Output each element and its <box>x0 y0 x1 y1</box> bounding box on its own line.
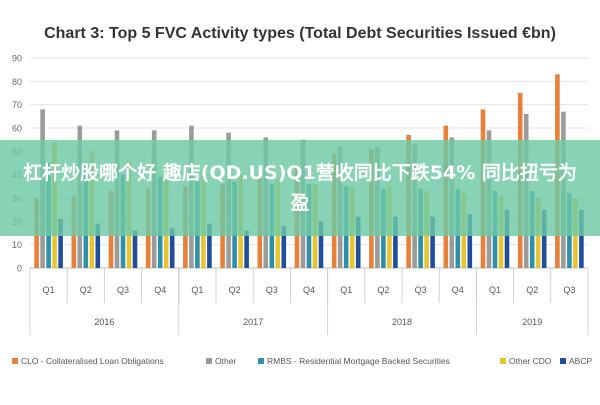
y-tick-label: 80 <box>12 77 22 87</box>
banner-text: 杠杆炒股哪个好 趣店(QD.US)Q1营收同比下跌54% 同比扭亏为盈 <box>23 162 577 214</box>
bar <box>467 214 473 268</box>
x-tick-label: Q2 <box>377 285 389 295</box>
y-tick-label: 0 <box>17 264 22 274</box>
x-tick-label: Q1 <box>43 285 55 295</box>
legend-label: Other <box>215 356 236 366</box>
legend: CLO - Collateralised Loan Obligations Oth… <box>12 356 592 366</box>
bar <box>579 209 584 268</box>
bar <box>207 223 212 268</box>
year-label: 2019 <box>522 317 542 327</box>
x-tick-label: Q2 <box>526 285 538 295</box>
x-tick-label: Q1 <box>191 285 203 295</box>
legend-label: Other CDO <box>509 356 552 366</box>
legend-swatch <box>12 358 18 364</box>
legend-swatch <box>560 358 566 364</box>
legend-label: CLO - Collateralised Loan Obligations <box>21 356 164 366</box>
bar <box>281 226 287 268</box>
x-tick-label: Q3 <box>563 285 575 295</box>
legend-swatch <box>206 358 212 364</box>
legend-swatch <box>258 358 264 364</box>
bar <box>393 216 398 268</box>
x-tick-label: Q2 <box>80 285 92 295</box>
y-tick-label: 90 <box>12 54 22 64</box>
bar <box>132 230 138 268</box>
year-label: 2016 <box>94 317 114 327</box>
chart-title: Chart 3: Top 5 FVC Activity types (Total… <box>44 25 556 42</box>
x-tick-label: Q2 <box>229 285 241 295</box>
bar <box>355 216 361 268</box>
y-tick-label: 70 <box>12 100 22 110</box>
x-tick-label: Q4 <box>452 285 464 295</box>
x-tick-label: Q1 <box>340 285 352 295</box>
x-tick-label: Q4 <box>303 285 315 295</box>
bar <box>318 221 324 268</box>
bar <box>58 219 63 268</box>
x-tick-label: Q4 <box>154 285 166 295</box>
legend-swatch <box>500 358 506 364</box>
x-tick-label: Q1 <box>489 285 501 295</box>
bar <box>169 228 175 268</box>
x-tick-label: Q3 <box>415 285 427 295</box>
x-tick-label: Q3 <box>266 285 278 295</box>
x-axis: Q1 Q2 Q3 Q4 Q1 Q2 Q3 Q4 Q1 Q2 Q3 Q4 Q1 Q2 Q3 2016 2017 20… <box>29 268 589 335</box>
legend-label: RMBS - Residential Mortgage Backed Secur… <box>267 356 450 366</box>
year-label: 2018 <box>392 317 412 327</box>
y-tick-label: 60 <box>12 124 22 134</box>
bar <box>244 230 249 268</box>
bar <box>504 209 510 268</box>
legend-label: ABCP <box>569 356 592 366</box>
year-label: 2017 <box>243 317 263 327</box>
y-tick-label: 10 <box>12 240 22 250</box>
overlay-banner: 杠杆炒股哪个好 趣店(QD.US)Q1营收同比下跌54% 同比扭亏为盈 <box>0 140 600 236</box>
x-tick-label: Q3 <box>117 285 129 295</box>
bar <box>541 209 547 268</box>
bar <box>430 216 435 268</box>
bar <box>95 223 101 268</box>
